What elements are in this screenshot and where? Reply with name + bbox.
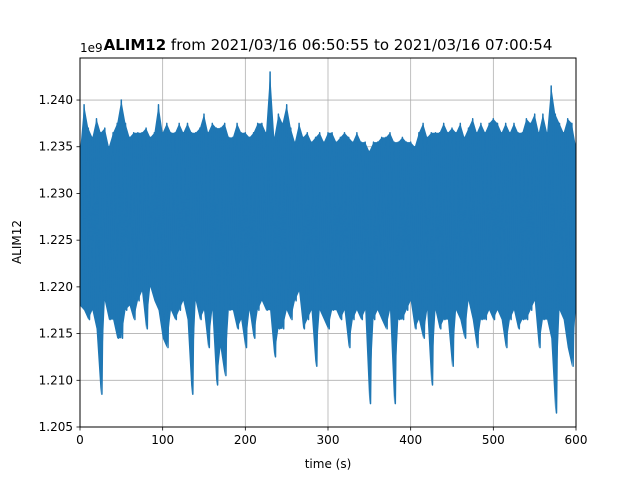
x-tick-label: 100	[151, 433, 174, 447]
y-tick-label: 1.230	[39, 186, 73, 200]
y-tick-label: 1.205	[39, 420, 73, 434]
x-axis-label: time (s)	[305, 457, 352, 471]
y-tick-label: 1.220	[39, 280, 73, 294]
y-offset-label: 1e9	[80, 41, 103, 55]
chart-title-bold: ALIM12	[104, 36, 167, 54]
y-tick-label: 1.225	[39, 233, 73, 247]
x-tick-label: 600	[565, 433, 588, 447]
y-tick-label: 1.210	[39, 373, 73, 387]
x-tick-label: 500	[482, 433, 505, 447]
x-tick-label: 200	[234, 433, 257, 447]
x-tick-label: 300	[317, 433, 340, 447]
chart-title: ALIM12 from 2021/03/16 06:50:55 to 2021/…	[104, 36, 553, 54]
y-axis-label: ALIM12	[10, 220, 24, 264]
x-tick-label: 0	[76, 433, 84, 447]
y-axis-ticks: 1.205 1.210 1.215 1.220 1.225 1.230 1.235 1.240	[39, 93, 80, 434]
y-tick-label: 1.215	[39, 327, 73, 341]
series-layer	[80, 71, 576, 414]
y-tick-label: 1.240	[39, 93, 73, 107]
series-line	[80, 71, 576, 414]
x-tick-label: 400	[399, 433, 422, 447]
x-axis-ticks: 0 100 200 300 400 500 600	[76, 427, 587, 447]
y-tick-label: 1.235	[39, 140, 73, 154]
chart-title-rest: from 2021/03/16 06:50:55 to 2021/03/16 0…	[166, 36, 552, 54]
